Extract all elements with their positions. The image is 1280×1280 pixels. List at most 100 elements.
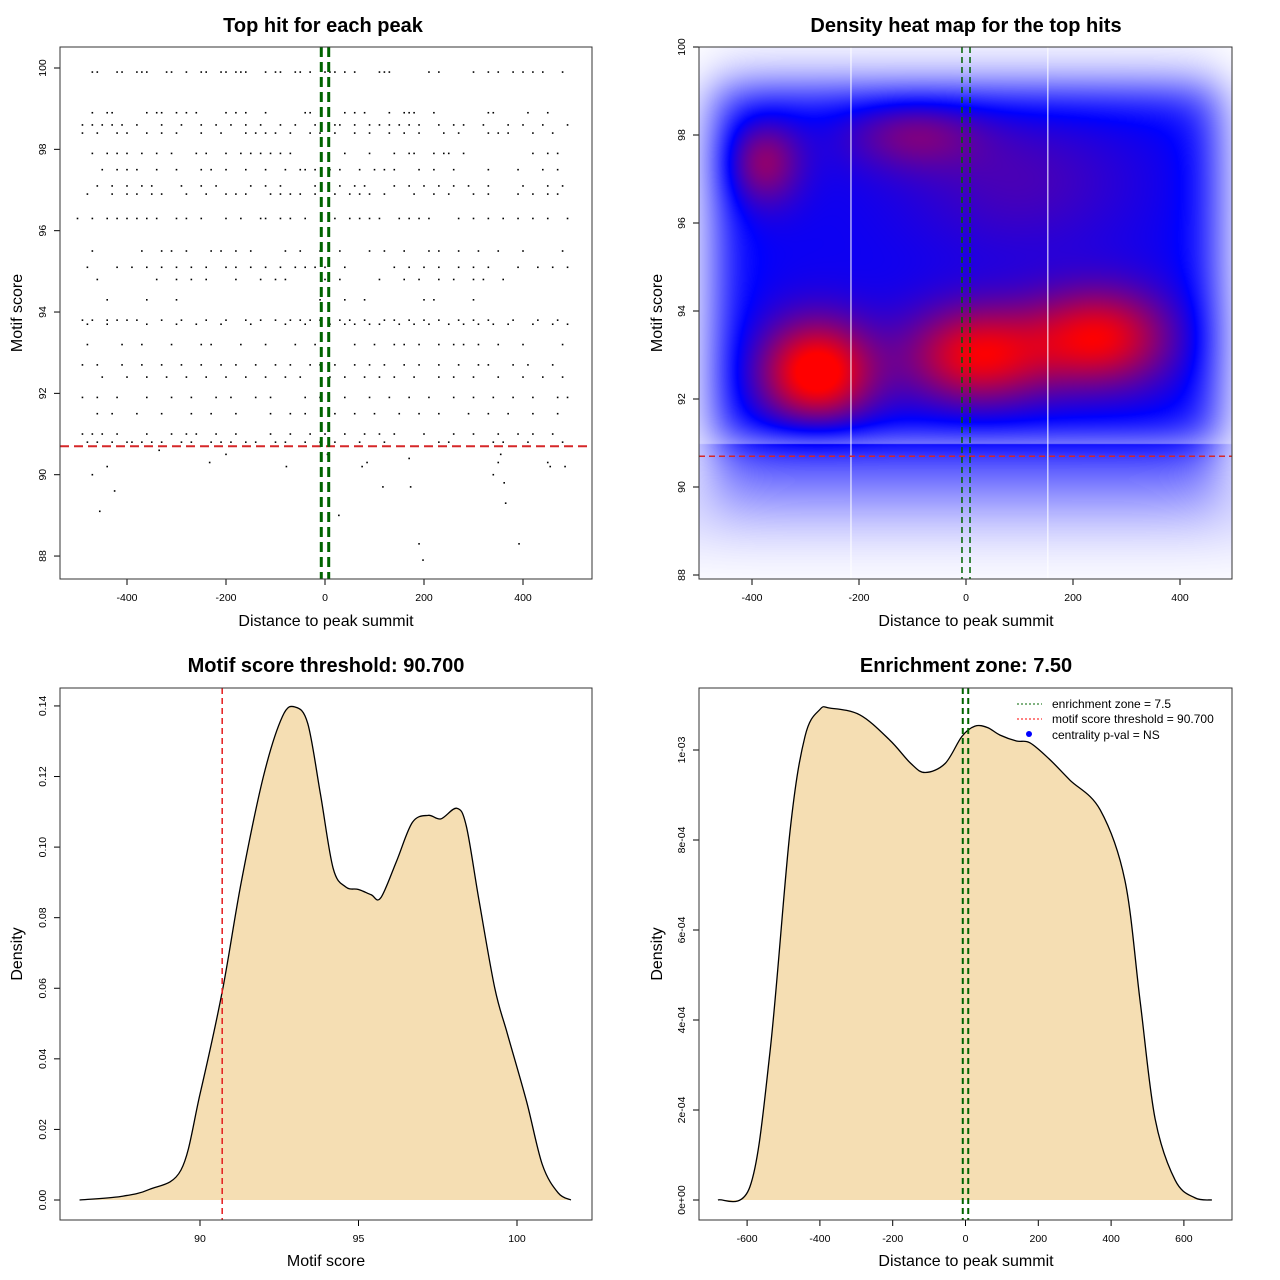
data-point — [353, 132, 356, 134]
data-point — [116, 168, 118, 171]
data-point — [408, 396, 410, 399]
data-point — [487, 364, 490, 366]
data-point — [185, 250, 188, 252]
data-point — [393, 319, 396, 321]
data-point — [116, 433, 118, 435]
y-tick-label: 0.12 — [37, 766, 49, 787]
data-point — [433, 168, 435, 171]
data-point — [438, 343, 440, 346]
data-point — [423, 433, 425, 435]
data-point — [136, 71, 138, 73]
data-point — [225, 376, 227, 378]
data-point — [126, 376, 128, 378]
data-point — [472, 299, 475, 301]
x-tick-label: 400 — [514, 592, 532, 604]
data-point — [136, 168, 138, 171]
data-point — [274, 364, 277, 366]
data-point — [418, 278, 420, 281]
data-point — [334, 132, 336, 134]
data-point — [309, 132, 311, 134]
data-point — [344, 396, 346, 399]
data-point — [418, 364, 420, 366]
data-point — [368, 132, 371, 134]
data-point — [408, 185, 410, 187]
data-point — [556, 193, 559, 195]
data-point — [566, 396, 569, 399]
data-point — [106, 217, 108, 220]
data-point — [423, 299, 425, 301]
data-point — [378, 433, 381, 435]
data-point — [472, 433, 475, 435]
data-point — [259, 124, 262, 126]
data-point — [289, 217, 292, 220]
data-point — [438, 441, 440, 443]
data-point — [106, 465, 108, 468]
data-point — [235, 193, 237, 195]
data-point — [126, 193, 128, 195]
plot-area — [60, 47, 592, 579]
data-point — [542, 168, 544, 171]
data-point — [472, 376, 475, 378]
data-point — [467, 185, 470, 187]
data-point — [279, 193, 282, 195]
data-point — [81, 124, 84, 126]
data-point — [418, 543, 420, 545]
data-point — [438, 278, 440, 281]
data-point — [556, 396, 559, 399]
data-point — [225, 319, 227, 321]
data-point — [428, 71, 430, 73]
data-point — [146, 323, 148, 326]
x-tick-label: 0 — [322, 592, 328, 604]
y-tick-label: 98 — [676, 129, 688, 141]
y-tick-label: 90 — [676, 481, 688, 493]
data-point — [170, 71, 173, 73]
data-point — [91, 250, 94, 252]
data-point — [502, 441, 504, 443]
data-point — [141, 441, 143, 443]
data-point — [383, 168, 386, 171]
data-point — [304, 441, 306, 443]
data-point — [279, 124, 282, 126]
data-point — [269, 396, 272, 399]
legend-label: motif score threshold = 90.700 — [1052, 712, 1214, 726]
data-point — [492, 396, 495, 399]
data-point — [309, 364, 311, 366]
data-point — [378, 71, 381, 73]
data-point — [537, 266, 539, 269]
x-tick-label: 200 — [1030, 1233, 1048, 1245]
data-point — [111, 193, 113, 195]
data-point — [91, 319, 94, 321]
data-point — [467, 412, 470, 415]
data-point — [452, 376, 455, 378]
data-point — [388, 71, 391, 73]
data-point — [522, 71, 524, 73]
data-point — [96, 412, 99, 415]
data-point — [373, 343, 376, 346]
data-point — [106, 152, 108, 155]
data-point — [487, 193, 490, 195]
data-point — [220, 71, 222, 73]
data-point — [423, 266, 425, 269]
data-point — [532, 217, 534, 220]
y-tick-label: 98 — [37, 143, 49, 155]
data-point — [408, 124, 410, 126]
data-point — [91, 111, 94, 114]
data-point — [225, 71, 227, 73]
data-point — [289, 193, 292, 195]
data-point — [522, 376, 524, 378]
data-point — [497, 71, 500, 73]
data-point — [368, 152, 371, 155]
data-point — [76, 217, 79, 220]
y-tick-label: 94 — [676, 305, 688, 317]
x-tick-label: 0 — [963, 1233, 969, 1245]
y-tick-label: 88 — [37, 550, 49, 562]
data-point — [289, 152, 292, 155]
data-point — [205, 266, 207, 269]
data-point — [472, 266, 475, 269]
data-point — [403, 250, 405, 252]
data-point — [91, 152, 94, 155]
data-point — [225, 453, 227, 456]
data-point — [235, 71, 237, 73]
data-point — [566, 124, 569, 126]
data-point — [472, 396, 475, 399]
